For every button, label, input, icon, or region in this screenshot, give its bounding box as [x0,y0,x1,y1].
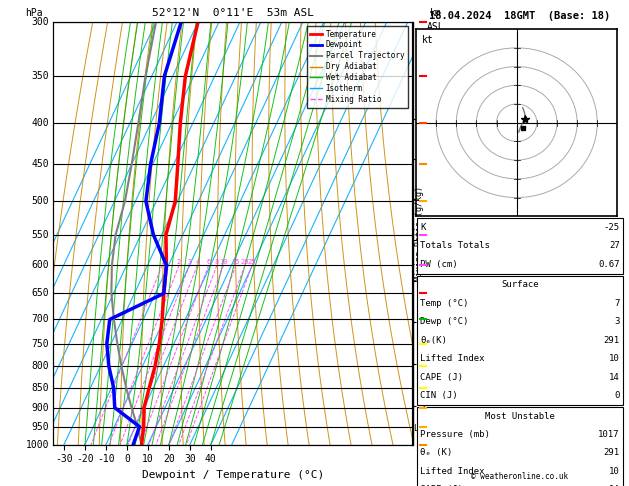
Text: 3: 3 [187,260,192,265]
Text: Totals Totals: Totals Totals [420,242,490,250]
Text: 27: 27 [609,242,620,250]
Text: kt: kt [422,35,434,45]
Text: Lifted Index: Lifted Index [420,467,485,476]
Text: hPa: hPa [25,8,43,17]
Text: 1000: 1000 [26,440,49,450]
Text: CIN (J): CIN (J) [420,391,458,400]
Text: 20: 20 [241,260,249,265]
Text: 800: 800 [31,361,49,371]
Text: 7: 7 [614,299,620,308]
Text: -25: -25 [603,223,620,232]
Text: CAPE (J): CAPE (J) [420,373,463,382]
Text: Mixing Ratio (g/kg): Mixing Ratio (g/kg) [415,186,424,281]
Text: Lifted Index: Lifted Index [420,354,485,363]
Text: 650: 650 [31,288,49,298]
Text: 850: 850 [31,382,49,393]
Text: 1: 1 [160,260,164,265]
Text: km: km [430,8,441,17]
Text: 10: 10 [609,467,620,476]
Text: 6: 6 [206,260,211,265]
Text: 291: 291 [603,449,620,457]
Text: Pressure (mb): Pressure (mb) [420,430,490,439]
X-axis label: Dewpoint / Temperature (°C): Dewpoint / Temperature (°C) [142,470,324,480]
Text: 4: 4 [195,260,199,265]
Text: 3: 3 [614,317,620,326]
Text: 700: 700 [31,314,49,325]
Text: 10: 10 [220,260,228,265]
Text: 500: 500 [31,196,49,206]
Text: 400: 400 [31,118,49,128]
Text: K: K [420,223,426,232]
Text: 350: 350 [31,71,49,81]
Legend: Temperature, Dewpoint, Parcel Trajectory, Dry Adiabat, Wet Adiabat, Isotherm, Mi: Temperature, Dewpoint, Parcel Trajectory… [306,26,408,108]
Text: 10: 10 [609,354,620,363]
Text: 15: 15 [231,260,240,265]
Text: LCL: LCL [413,424,428,433]
Text: 0.67: 0.67 [598,260,620,269]
Text: Most Unstable: Most Unstable [485,412,555,420]
Text: 14: 14 [609,373,620,382]
Text: ASL: ASL [426,22,444,33]
Text: Temp (°C): Temp (°C) [420,299,469,308]
Text: 750: 750 [31,339,49,348]
Text: 0: 0 [614,391,620,400]
Text: 8: 8 [214,260,219,265]
Text: 1017: 1017 [598,430,620,439]
Text: 2: 2 [177,260,181,265]
Text: © weatheronline.co.uk: © weatheronline.co.uk [471,472,569,481]
Text: 18.04.2024  18GMT  (Base: 18): 18.04.2024 18GMT (Base: 18) [429,11,611,21]
Text: 600: 600 [31,260,49,270]
Text: θₑ(K): θₑ(K) [420,336,447,345]
Text: 300: 300 [31,17,49,27]
Text: Surface: Surface [501,280,538,289]
Text: 291: 291 [603,336,620,345]
Text: PW (cm): PW (cm) [420,260,458,269]
Text: 25: 25 [248,260,257,265]
Text: 900: 900 [31,403,49,413]
Text: Dewp (°C): Dewp (°C) [420,317,469,326]
Text: θₑ (K): θₑ (K) [420,449,452,457]
Title: 52°12'N  0°11'E  53m ASL: 52°12'N 0°11'E 53m ASL [152,8,314,18]
Text: 450: 450 [31,159,49,169]
Text: 550: 550 [31,230,49,240]
Text: 950: 950 [31,422,49,432]
